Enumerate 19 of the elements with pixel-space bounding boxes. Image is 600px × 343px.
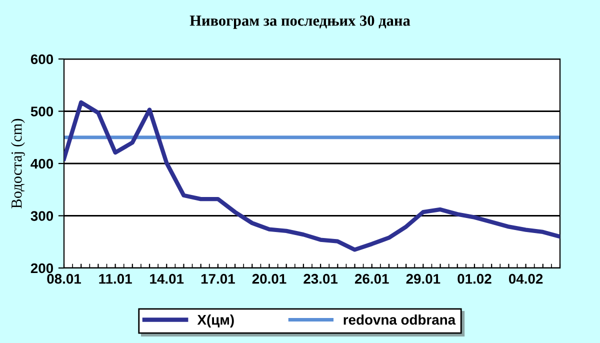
x-tick-label: 23.01 [304,274,338,284]
chart-title: Нивограм за последњих 30 дана [190,16,410,29]
y-tick-label: 300 [30,211,54,221]
x-tick-label: 26.01 [354,274,389,284]
x-tick-label: 29.01 [406,274,440,284]
legend-label: redovna odbrana [344,314,456,325]
x-tick-label: 01.02 [458,274,492,284]
x-tick-label: 08.01 [47,274,81,284]
x-tick-label: 17.01 [201,274,235,284]
y-tick-label: 200 [30,263,54,274]
x-tick-label: 20.01 [252,274,286,284]
x-tick-label: 14.01 [150,274,184,284]
y-axis-title: Водостај (cm) [11,118,25,208]
legend-label: X(цм) [197,314,234,328]
x-tick-label: 04.02 [508,274,543,284]
y-tick-label: 500 [30,106,54,116]
y-tick-label: 400 [30,158,54,169]
x-tick-label: 11.01 [99,274,132,284]
y-tick-label: 600 [30,54,54,64]
